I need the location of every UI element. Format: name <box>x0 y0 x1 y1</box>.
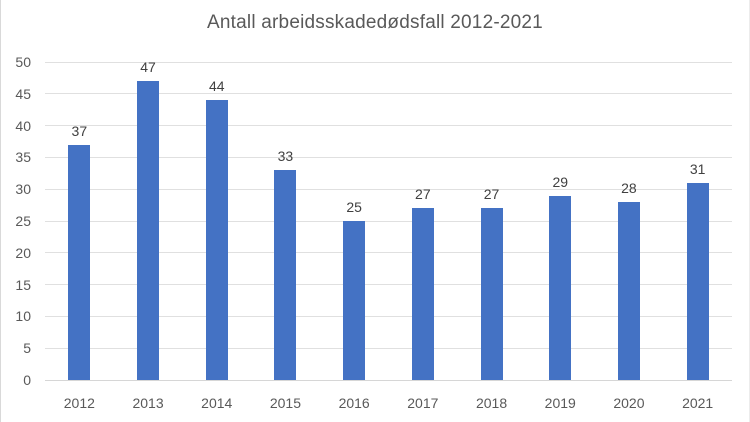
gridline <box>45 284 732 286</box>
gridline <box>45 156 732 158</box>
x-axis-tick-label: 2021 <box>682 395 714 411</box>
bar-2018 <box>480 208 503 380</box>
bar-2012 <box>68 144 91 380</box>
gridline <box>45 93 732 95</box>
bar-2019 <box>549 195 572 380</box>
data-label-2017: 27 <box>415 186 431 203</box>
bar-2017 <box>411 208 434 380</box>
data-label-2012: 37 <box>71 122 88 139</box>
y-axis-tick-label: 25 <box>15 213 31 229</box>
x-axis-line <box>45 379 732 381</box>
data-label-2020: 28 <box>621 179 637 196</box>
data-label-2019: 29 <box>552 173 569 190</box>
bar-2021 <box>686 182 709 380</box>
bar-2015 <box>274 170 297 380</box>
gridline <box>45 125 732 127</box>
gridline <box>45 347 732 349</box>
x-axis-tick-label: 2020 <box>613 395 645 411</box>
data-label-2018: 27 <box>483 186 500 203</box>
y-axis-tick-label: 20 <box>15 244 31 261</box>
data-label-2021: 31 <box>689 160 706 177</box>
y-axis-tick-label: 30 <box>15 181 31 198</box>
y-axis-tick-label: 50 <box>15 54 31 70</box>
bar-2016 <box>343 221 366 380</box>
data-label-2015: 33 <box>277 148 294 165</box>
data-label-2016: 25 <box>346 199 362 215</box>
x-axis-tick-label: 2018 <box>475 395 508 411</box>
bar-2020 <box>617 201 640 380</box>
gridline <box>45 188 732 190</box>
x-axis-tick-label: 2013 <box>132 395 164 411</box>
chart-title: Antall arbeidsskadedødsfall 2012-2021 <box>207 12 543 33</box>
y-axis-tick-label: 0 <box>23 372 31 388</box>
data-label-2014: 44 <box>208 78 225 95</box>
gridline <box>45 315 732 317</box>
y-axis-tick-label: 5 <box>23 340 31 357</box>
y-axis-tick-label: 10 <box>15 308 31 325</box>
x-axis-tick-label: 2014 <box>201 395 233 411</box>
x-axis-tick-label: 2017 <box>407 395 439 411</box>
y-axis-tick-label: 40 <box>15 117 31 134</box>
gridline <box>45 61 732 63</box>
bar-2013 <box>137 81 160 380</box>
y-axis-tick-label: 15 <box>15 276 31 293</box>
bar-2014 <box>205 100 228 380</box>
data-label-2013: 47 <box>140 59 156 76</box>
gridline <box>45 220 732 222</box>
x-axis-tick-label: 2019 <box>544 395 576 411</box>
y-axis-tick-label: 45 <box>15 85 31 102</box>
gridline <box>45 252 732 254</box>
x-axis-tick-label: 2015 <box>269 395 302 411</box>
x-axis-tick-label: 2016 <box>338 395 370 411</box>
x-axis-tick-label: 2012 <box>63 395 95 411</box>
y-axis-tick-label: 35 <box>15 149 31 166</box>
